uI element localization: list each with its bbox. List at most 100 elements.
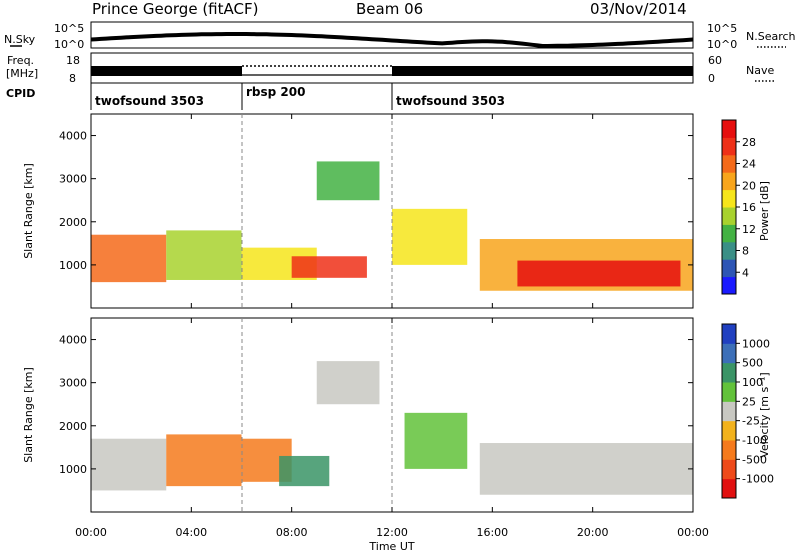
y-tick-label: 2000 [59, 216, 87, 229]
colorbar-frame [721, 323, 737, 499]
colorbar-tick-label: -1000 [742, 473, 774, 486]
colorbar-swatch [722, 324, 736, 344]
colorbar-tick-label: 8 [742, 245, 749, 258]
velocity-ylabel: Slant Range [km] [22, 367, 35, 463]
velocity-colorbar: -1000 -500 -100 -25 25 100 500 1000 [721, 323, 774, 499]
x-tick-label: 04:00 [175, 526, 207, 539]
noise-right-tick-bottom: 10^0 [707, 38, 737, 51]
y-tick-label: 1000 [59, 463, 87, 476]
freq-label-2: [MHz] [6, 67, 38, 80]
freq-left-tick-bottom: 8 [69, 72, 76, 85]
colorbar-swatch [722, 343, 736, 364]
colorbar-tick-label: 28 [742, 136, 756, 149]
noise-trace [90, 32, 694, 48]
colorbar-swatch [722, 382, 736, 402]
y-tick-label: 3000 [59, 173, 87, 186]
colorbar-swatch [722, 420, 736, 441]
noise-panel: N.Sky 10^5 10^0 10^5 10^0 N.Search [4, 21, 796, 51]
x-axis: 00:00 04:00 08:00 12:00 16:00 20:00 00:00 [75, 114, 709, 539]
velocity-data-layer [91, 361, 693, 495]
colorbar-swatch [722, 478, 736, 499]
noise-panel-frame [90, 21, 694, 49]
noise-right-tick-top: 10^5 [707, 22, 737, 35]
noise-left-tick-top: 10^5 [54, 22, 84, 35]
power-region-8 [517, 260, 681, 287]
y-tick-label: 4000 [59, 334, 87, 347]
colorbar-swatch [722, 137, 736, 156]
nave-right-tick-bottom: 0 [708, 72, 715, 85]
colorbar-tick-label: 24 [742, 158, 756, 171]
station-title: Prince George (fitACF) [92, 0, 258, 18]
power-data-layer [91, 161, 693, 291]
velocity-region-1 [91, 438, 167, 491]
colorbar-tick-label: 20 [742, 179, 756, 192]
nave-label: Nave [746, 64, 774, 77]
velocity-region-4 [279, 455, 330, 487]
colorbar-swatch [722, 440, 736, 460]
colorbar-swatch [722, 459, 736, 480]
power-region-1 [91, 234, 167, 283]
nave-right-tick-top: 60 [708, 54, 722, 67]
colorbar-swatch [722, 259, 736, 278]
x-tick-label: 20:00 [577, 526, 609, 539]
date-title: 03/Nov/2014 [590, 0, 687, 18]
y-tick-label: 2000 [59, 420, 87, 433]
colorbar-tick-label: 16 [742, 201, 756, 214]
colorbar-swatch [722, 154, 736, 173]
velocity-region-5 [316, 361, 380, 405]
colorbar-tick-label: 500 [742, 357, 763, 370]
velocity-y-ticks: 1000 2000 3000 4000 [59, 334, 693, 476]
x-axis-label: Time UT [368, 540, 414, 553]
x-tick-label: 12:00 [376, 526, 408, 539]
power-colorbar: 4 8 12 16 20 24 28 [721, 119, 756, 295]
noise-left-tick-bottom: 10^0 [54, 38, 84, 51]
colorbar-tick-label: 25 [742, 395, 756, 408]
freq-left-tick-top: 18 [66, 54, 80, 67]
y-tick-label: 4000 [59, 130, 87, 143]
colorbar-swatch [722, 207, 736, 225]
power-region-2 [166, 230, 242, 280]
power-ylabel: Slant Range [km] [22, 163, 35, 259]
cpid-segment-2: rbsp 200 [246, 85, 305, 99]
colorbar-tick-label: -25 [742, 415, 760, 428]
colorbar-tick-label: -100 [742, 434, 767, 447]
velocity-region-7 [479, 443, 693, 495]
x-tick-label: 08:00 [276, 526, 308, 539]
x-tick-label: 16:00 [476, 526, 508, 539]
velocity-region-6 [404, 412, 468, 469]
beam-title: Beam 06 [356, 0, 423, 18]
colorbar-tick-label: -500 [742, 453, 767, 466]
cpid-panel: CPID twofsound 3503 rbsp 200 twofsound 3… [6, 82, 693, 110]
cpid-segment-3: twofsound 3503 [396, 94, 505, 108]
cpid-label: CPID [6, 87, 35, 100]
cpid-segment-1: twofsound 3503 [95, 94, 204, 108]
y-tick-label: 3000 [59, 377, 87, 390]
power-y-ticks: 1000 2000 3000 4000 [59, 130, 693, 272]
freq-bar-1 [91, 66, 242, 76]
freq-panel: Freq. [MHz] 18 8 60 0 Nave [6, 52, 775, 85]
colorbar-tick-label: 1000 [742, 337, 770, 350]
colorbar-swatch [722, 120, 736, 138]
power-region-6 [392, 208, 468, 265]
freq-label-1: Freq. [7, 54, 34, 67]
colorbar-tick-label: 4 [742, 266, 749, 279]
x-tick-label: 00:00 [75, 526, 107, 539]
colorbar-tick-label: 100 [742, 376, 763, 389]
colorbar-swatch [722, 241, 736, 260]
colorbar-tick-label: 12 [742, 223, 756, 236]
colorbar-swatch [722, 362, 736, 383]
velocity-cbar-label: Velocity [m s⁻¹] [758, 372, 771, 457]
colorbar-swatch [722, 401, 736, 422]
noise-left-label: N.Sky [4, 33, 36, 46]
x-tick-label: 00:00 [677, 526, 709, 539]
power-cbar-label: Power [dB] [758, 181, 771, 241]
velocity-region-2 [166, 434, 242, 487]
y-tick-label: 1000 [59, 259, 87, 272]
freq-bar-2 [392, 66, 693, 76]
power-region-4 [291, 256, 367, 278]
noise-right-label: N.Search [746, 30, 796, 43]
power-region-5 [316, 161, 380, 201]
colorbar-swatch [722, 189, 736, 208]
